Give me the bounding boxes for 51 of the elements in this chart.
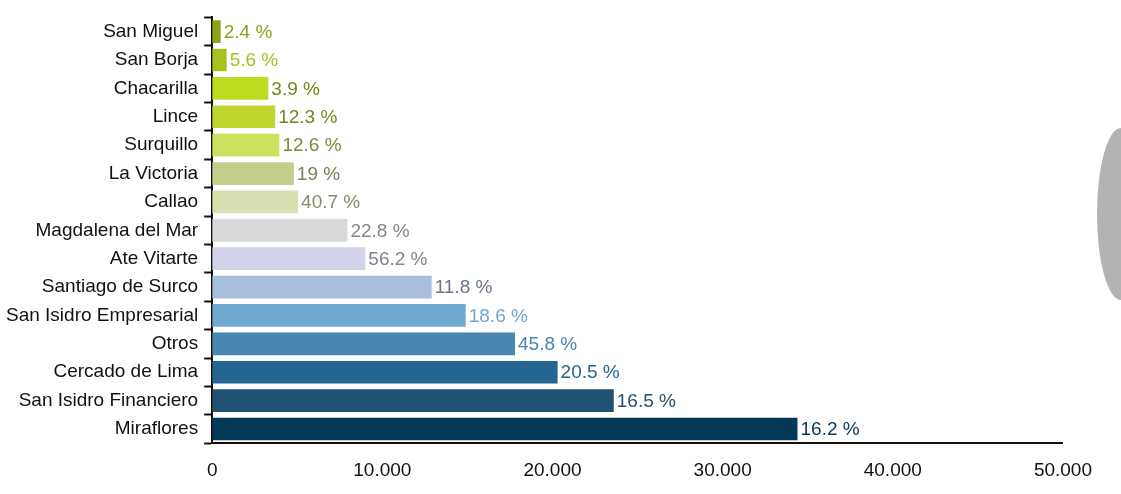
annotation: 12.3 %: [278, 105, 338, 127]
bar: [212, 218, 348, 242]
annotation: 3.9 %: [271, 77, 321, 99]
y-tick-label: San Borja: [114, 48, 199, 70]
x-tick-label: 30.000: [693, 458, 752, 480]
x-tick-label: 0: [206, 458, 218, 480]
annotation: 16.5 %: [616, 389, 676, 411]
bar: [212, 133, 280, 157]
bar: [212, 417, 798, 441]
x-tick-label: 50.000: [1033, 458, 1093, 480]
annotation: 12.6 %: [282, 134, 342, 156]
y-tick-label: Magdalena del Mar: [35, 218, 199, 240]
y-tick-label: Chacarilla: [113, 76, 199, 98]
bar: [212, 389, 614, 412]
annotation: 19 %: [296, 162, 341, 184]
bar: [212, 332, 516, 356]
bar: [212, 77, 269, 100]
bar: [212, 105, 276, 129]
annotation: 45.8 %: [518, 333, 578, 355]
bar: [212, 190, 299, 214]
annotation: 18.6 %: [468, 304, 528, 326]
y-tick-label: San Isidro Empresarial: [5, 303, 199, 325]
y-tick-label: Cercado de Lima: [53, 360, 199, 382]
x-tick-label: 20.000: [523, 458, 582, 480]
bar: [212, 247, 366, 271]
bar: [212, 48, 227, 72]
y-tick-label: San Isidro Financiero: [18, 388, 199, 410]
x-tick-label: 10.000: [353, 458, 412, 480]
annotation: 11.8 %: [434, 276, 493, 298]
y-tick-label: Miraflores: [114, 417, 199, 439]
bar: [212, 275, 432, 299]
bar: [212, 20, 221, 43]
y-tick-label: Otros: [151, 332, 199, 354]
y-tick-label: Santiago de Surco: [41, 275, 199, 297]
y-tick-label: Callao: [144, 190, 199, 212]
annotation: 40.7 %: [301, 191, 361, 213]
annotation: 22.8 %: [350, 219, 410, 241]
annotation: 5.6 %: [229, 49, 279, 71]
bar: [212, 360, 558, 384]
y-tick-label: Lince: [152, 104, 199, 126]
x-tick-label: 40.000: [863, 458, 922, 480]
annotation: 2.4 %: [223, 20, 273, 42]
y-tick-label: La Victoria: [108, 161, 199, 183]
y-tick-label: San Miguel: [103, 19, 199, 41]
y-tick-label: Surquillo: [124, 133, 199, 155]
annotation: 20.5 %: [560, 361, 620, 383]
annotation: 16.2 %: [800, 418, 860, 440]
y-tick-label: Ate Vitarte: [109, 246, 199, 268]
annotation: 56.2 %: [368, 247, 428, 269]
bar: [212, 304, 466, 327]
bar: [212, 162, 294, 185]
